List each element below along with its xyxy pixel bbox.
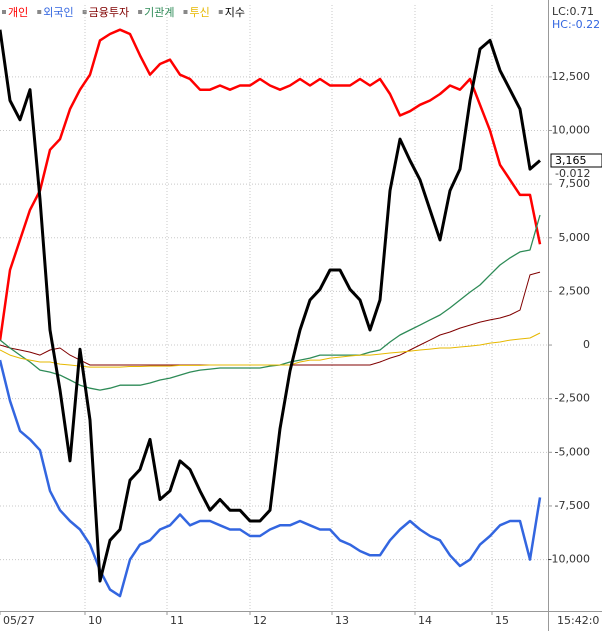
y-tick-label: 12,500 <box>552 70 591 83</box>
x-tick-label: 05/27 <box>3 614 35 627</box>
current-label: 3,165 <box>555 154 587 167</box>
series-line <box>0 332 541 368</box>
legend-marker <box>183 10 188 14</box>
y-tick-label: -2,500 <box>555 392 590 405</box>
y-tick-label: 2,500 <box>559 284 591 297</box>
legend-label: 외국인 <box>43 6 73 19</box>
y-tick-label: 7,500 <box>559 177 591 190</box>
legend-marker <box>37 10 42 14</box>
legend-label: 개인 <box>8 6 28 19</box>
series-line <box>0 214 541 391</box>
x-tick-label: 10 <box>88 614 102 627</box>
corner-label: LC:0.71 <box>552 5 594 18</box>
series-line <box>0 28 542 341</box>
x-tick-label: 12 <box>253 614 267 627</box>
x-tick-label: 13 <box>335 614 349 627</box>
y-tick-label: -5,000 <box>555 445 590 458</box>
time-label: 15:42:0 <box>557 614 599 627</box>
current-label: -0.012 <box>555 167 590 180</box>
current-box <box>550 153 602 168</box>
series-line <box>0 359 542 598</box>
y-tick-label: -10,000 <box>548 553 590 566</box>
legend-label: 투신 <box>189 6 209 19</box>
y-tick-label: 10,000 <box>552 124 591 137</box>
legend-label: 지수 <box>225 6 245 19</box>
series-line <box>0 29 541 583</box>
y-tick-label: 0 <box>583 338 590 351</box>
legend-marker <box>2 10 6 14</box>
y-tick-label: -7,500 <box>555 499 590 512</box>
x-tick-label: 15 <box>495 614 509 627</box>
corner-label: HC:-0.22 <box>552 18 600 31</box>
legend-marker <box>218 10 223 14</box>
x-tick-label: 14 <box>418 614 432 627</box>
legend-label: 기관계 <box>144 6 174 19</box>
y-tick-label: 5,000 <box>559 231 591 244</box>
x-tick-label: 11 <box>170 614 184 627</box>
legend-label: 금융투자 <box>89 6 129 19</box>
legend-marker <box>138 10 143 14</box>
